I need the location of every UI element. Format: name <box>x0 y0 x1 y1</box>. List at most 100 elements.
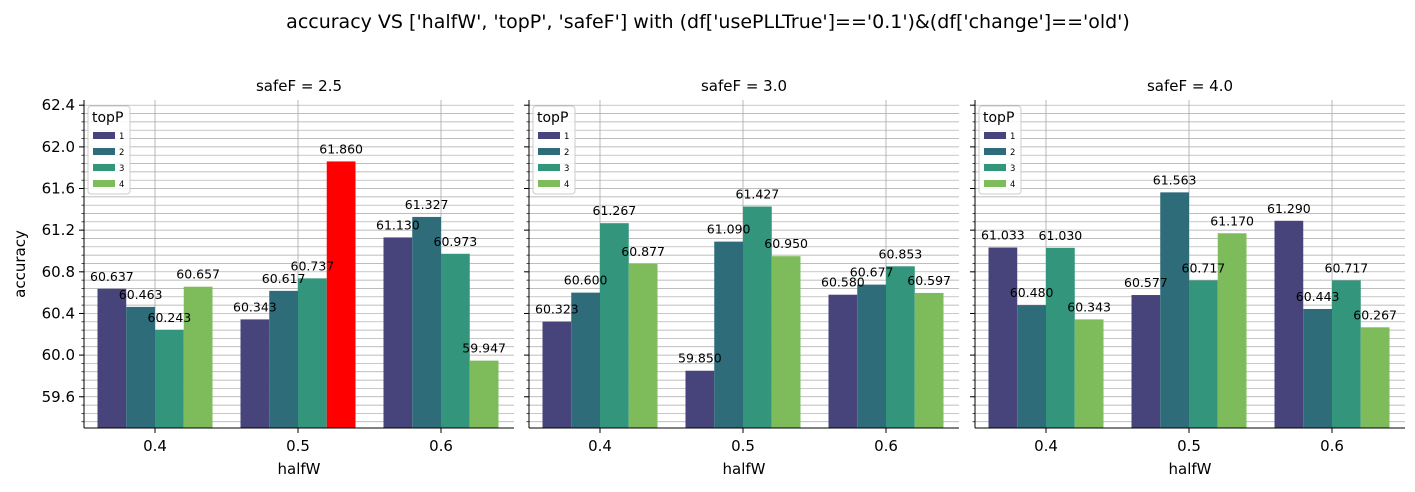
y-tick-label: 60.4 <box>42 304 75 322</box>
x-axis-label: halfW <box>723 460 766 478</box>
y-tick-label: 60.0 <box>42 346 75 364</box>
legend-label: 1 <box>1010 132 1015 142</box>
y-tick-label: 62.0 <box>42 138 75 156</box>
y-tick-label: 62.4 <box>42 96 75 114</box>
bar-topP-2-halfW-0.6 <box>412 216 441 428</box>
bar-topP-2-halfW-0.5 <box>269 290 298 428</box>
x-tick-label: 0.5 <box>286 437 310 455</box>
bar-topP-3-halfW-0.6 <box>886 266 915 428</box>
bar-value-label: 61.290 <box>1267 201 1311 216</box>
legend: topP 1 2 3 4 <box>978 105 1022 195</box>
bar-value-label: 61.563 <box>1153 172 1197 187</box>
legend-label: 1 <box>119 132 124 142</box>
legend-label: 3 <box>119 164 124 174</box>
bar-topP-3-halfW-0.6 <box>441 253 470 428</box>
x-tick-label: 0.4 <box>1034 437 1058 455</box>
bar-topP-1-halfW-0.5 <box>685 370 715 428</box>
bar-topP-4-halfW-0.5 <box>1217 233 1247 428</box>
bar-topP-1-halfW-0.6 <box>1274 220 1304 428</box>
legend-swatch <box>538 164 560 171</box>
legend-label: 2 <box>1010 148 1015 158</box>
bar-topP-2-halfW-0.5 <box>714 241 743 428</box>
legend-swatch <box>984 148 1006 155</box>
bar-topP-2-halfW-0.4 <box>126 306 155 428</box>
bar-value-label: 60.443 <box>1296 289 1340 304</box>
legend-swatch <box>93 132 115 139</box>
y-tick-label: 60.8 <box>42 263 75 281</box>
bar-topP-2-halfW-0.5 <box>1160 192 1189 428</box>
bar-value-label: 60.853 <box>879 246 923 261</box>
subplot-1: 60.637 60.463 60.243 60.657 60.343 60.61760.7… <box>11 77 514 478</box>
x-tick-label: 0.6 <box>1320 437 1344 455</box>
bar-topP-3-halfW-0.5 <box>298 278 327 428</box>
bar-value-label: 60.717 <box>1325 260 1369 275</box>
bar-value-label: 60.343 <box>1067 299 1111 314</box>
bar-topP-2-halfW-0.4 <box>571 292 600 428</box>
subplots: 60.63760.46360.24360.65760.34360.61760.7… <box>11 77 1405 478</box>
bar-value-label: 60.597 <box>907 273 951 288</box>
bar-value-label: 61.170 <box>1210 213 1254 228</box>
bar-topP-4-halfW-0.4 <box>1074 319 1104 428</box>
bar-value-label: 60.717 <box>1182 260 1226 275</box>
y-tick-label: 59.6 <box>42 388 75 406</box>
legend-swatch <box>93 164 115 171</box>
bar-topP-3-halfW-0.5 <box>1189 280 1218 428</box>
bar-topP-1-halfW-0.4 <box>988 247 1018 428</box>
x-tick-label: 0.4 <box>588 437 612 455</box>
bar-value-label: 60.657 <box>176 267 220 282</box>
legend-swatch <box>984 180 1006 187</box>
bar-value-label: 60.580 <box>821 275 865 290</box>
bar-value-label: 60.737 <box>291 258 335 273</box>
bar-value-label: 60.480 <box>1010 285 1054 300</box>
bar-value-label: 60.267 <box>1353 307 1397 322</box>
bar-value-label: 61.860 <box>319 141 363 156</box>
bar-topP-4-halfW-0.4 <box>628 263 658 428</box>
subplot-title: safeF = 2.5 <box>256 77 342 95</box>
x-tick-label: 0.5 <box>1177 437 1201 455</box>
x-tick-label: 0.6 <box>429 437 453 455</box>
y-tick-label: 61.2 <box>42 221 75 239</box>
bar-value-label: 60.877 <box>621 244 665 259</box>
subplot-3: 61.033 60.480 61.030 60.343 60.577 61.563 60.7… <box>970 77 1405 478</box>
bar-topP-4-halfW-0.5 <box>771 256 801 428</box>
bar-topP-2-halfW-0.6 <box>1303 308 1332 428</box>
bar-topP-4-halfW-0.4 <box>183 286 213 428</box>
legend-title: topP <box>537 110 568 126</box>
bar-value-label: 61.090 <box>707 222 751 237</box>
bar-value-label: 60.243 <box>148 310 192 325</box>
bar-value-label: 60.343 <box>233 299 277 314</box>
bar-topP-4-halfW-0.6 <box>914 292 944 428</box>
bar-topP-1-halfW-0.6 <box>828 294 858 428</box>
legend-label: 4 <box>119 180 124 190</box>
bar-topP-3-halfW-0.6 <box>1332 280 1361 428</box>
bar-topP-1-halfW-0.4 <box>542 321 572 428</box>
legend-label: 2 <box>564 148 569 158</box>
legend-swatch <box>93 180 115 187</box>
bar-value-label: 60.577 <box>1124 275 1168 290</box>
bar-value-label: 59.850 <box>678 351 722 366</box>
bar-value-label: 61.130 <box>376 217 420 232</box>
y-tick-label: 61.6 <box>42 180 75 198</box>
bar-value-label: 60.617 <box>262 271 306 286</box>
x-tick-label: 0.6 <box>874 437 898 455</box>
bar-value-label: 60.973 <box>434 234 478 249</box>
bar-value-label: 59.947 <box>462 341 506 356</box>
bar-topP-1-halfW-0.6 <box>383 237 413 428</box>
legend-swatch <box>93 148 115 155</box>
bar-value-label: 61.427 <box>736 187 780 202</box>
bar-value-label: 60.323 <box>535 301 579 316</box>
bar-value-label: 61.030 <box>1039 228 1083 243</box>
legend-swatch <box>538 148 560 155</box>
x-axis-label: halfW <box>1169 460 1212 478</box>
bar-topP-3-halfW-0.4 <box>1046 247 1075 428</box>
bar-topP-4-halfW-0.6 <box>1360 327 1390 428</box>
legend-label: 3 <box>1010 164 1015 174</box>
bar-value-label: 60.950 <box>764 236 808 251</box>
y-axis-label: accuracy <box>11 230 29 298</box>
legend-swatch <box>984 164 1006 171</box>
x-tick-label: 0.4 <box>143 437 167 455</box>
bar-topP-2-halfW-0.6 <box>857 284 886 428</box>
legend: topP 1 2 3 4 <box>87 105 131 195</box>
subplot-title: safeF = 3.0 <box>701 77 787 95</box>
